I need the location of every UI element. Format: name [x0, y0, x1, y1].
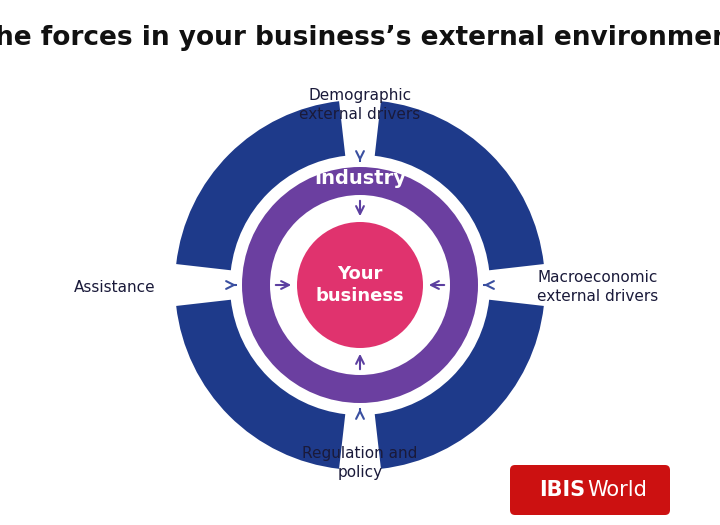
Text: IBIS: IBIS — [539, 480, 585, 500]
FancyBboxPatch shape — [510, 465, 670, 515]
Circle shape — [270, 195, 450, 375]
Wedge shape — [374, 101, 544, 270]
Wedge shape — [176, 300, 346, 469]
Circle shape — [242, 167, 478, 403]
Text: Macroeconomic
external drivers: Macroeconomic external drivers — [537, 270, 659, 304]
Text: Your
business: Your business — [315, 265, 405, 306]
Text: Industry: Industry — [314, 170, 406, 188]
Circle shape — [297, 222, 423, 348]
Text: World: World — [587, 480, 647, 500]
Text: Assistance: Assistance — [74, 279, 156, 295]
Wedge shape — [374, 300, 544, 469]
Text: Demographic
external drivers: Demographic external drivers — [300, 88, 420, 122]
Text: Regulation and
policy: Regulation and policy — [302, 446, 418, 480]
Text: The forces in your business’s external environment: The forces in your business’s external e… — [0, 25, 720, 51]
Wedge shape — [176, 101, 346, 270]
